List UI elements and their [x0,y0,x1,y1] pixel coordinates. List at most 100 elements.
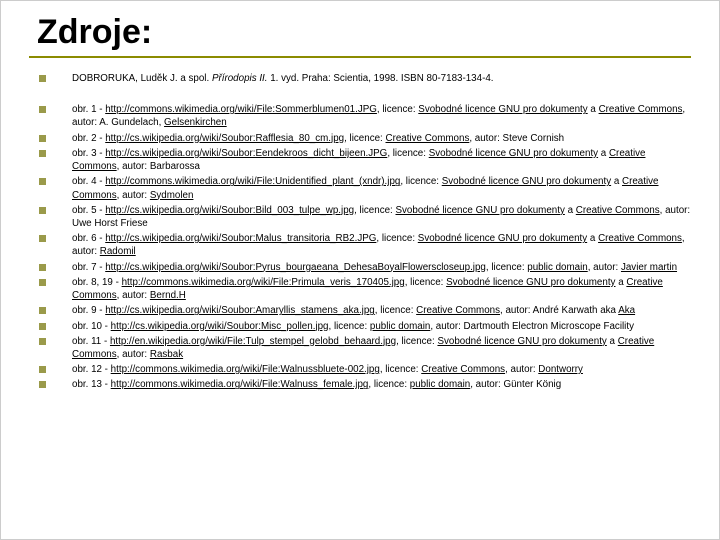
licence-and: a [588,104,599,115]
licence-link[interactable]: Svobodné licence GNU pro dokumenty [429,148,598,159]
source-url-link[interactable]: http://commons.wikimedia.org/wiki/File:S… [105,104,377,115]
bullet-icon [39,207,46,214]
bullet-icon [39,264,46,271]
bullet-icon [39,106,46,113]
licence-prefix: , licence: [377,104,418,115]
source-url-link[interactable]: http://cs.wikipedia.org/wiki/Soubor:Pyru… [105,262,486,273]
licence-link[interactable]: Svobodné licence GNU pro dokumenty [442,176,611,187]
source-item: obr. 3 - http://cs.wikipedia.org/wiki/So… [39,147,691,173]
licence-link[interactable]: Creative Commons [421,364,505,375]
licence-and: a [587,233,598,244]
source-url-link[interactable]: http://cs.wikipedia.org/wiki/Soubor:Malu… [105,233,376,244]
source-item: obr. 2 - http://cs.wikipedia.org/wiki/So… [39,132,691,145]
author-prefix: , autor: [117,190,150,201]
licence-prefix: , licence: [375,305,416,316]
source-url-link[interactable]: http://commons.wikimedia.org/wiki/File:W… [111,364,380,375]
author-link[interactable]: Aka [618,305,635,316]
licence-link[interactable]: public domain [370,321,430,332]
bullet-icon [39,338,46,345]
source-url-link[interactable]: http://cs.wikipedia.org/wiki/Soubor:Eend… [105,148,387,159]
author-prefix: , autor: André Karwath aka [500,305,618,316]
content-area: DOBRORUKA, Luděk J. a spol. Přírodopis I… [29,72,691,392]
source-url-link[interactable]: http://commons.wikimedia.org/wiki/File:W… [111,379,369,390]
source-text: obr. 6 - http://cs.wikipedia.org/wiki/So… [72,232,691,258]
bullet-icon [39,279,46,286]
source-url-link[interactable]: http://commons.wikimedia.org/wiki/File:P… [122,277,405,288]
source-url-link[interactable]: http://cs.wikipedia.org/wiki/Soubor:Amar… [105,305,375,316]
licence-prefix: , licence: [396,336,437,347]
source-prefix: obr. 9 - [72,305,105,316]
licence-link-2[interactable]: Creative Commons [599,104,683,115]
source-url-link[interactable]: http://cs.wikipedia.org/wiki/Soubor:Raff… [105,133,344,144]
bullet-icon [39,307,46,314]
author-link[interactable]: Dontworry [538,364,583,375]
source-prefix: obr. 10 - [72,321,111,332]
source-url-link[interactable]: http://cs.wikipedia.org/wiki/Soubor:Bild… [105,205,354,216]
source-item: obr. 10 - http://cs.wikipedia.org/wiki/S… [39,320,691,333]
licence-link[interactable]: Creative Commons [386,133,470,144]
licence-prefix: , licence: [376,233,417,244]
author-prefix: , autor: Dartmouth Electron Microscope F… [430,321,634,332]
licence-link-2[interactable]: Creative Commons [576,205,660,216]
source-prefix: obr. 13 - [72,379,111,390]
author-link[interactable]: Rasbak [150,349,183,360]
licence-and: a [607,336,618,347]
source-prefix: obr. 6 - [72,233,105,244]
licence-and: a [565,205,576,216]
source-item: obr. 8, 19 - http://commons.wikimedia.or… [39,276,691,302]
bullet-icon [39,178,46,185]
licence-prefix: , licence: [405,277,446,288]
source-prefix: obr. 8, 19 - [72,277,122,288]
licence-link[interactable]: public domain [527,262,587,273]
licence-prefix: , licence: [400,176,441,187]
licence-link[interactable]: Creative Commons [416,305,500,316]
source-text: obr. 10 - http://cs.wikipedia.org/wiki/S… [72,320,634,333]
licence-and: a [598,148,609,159]
author-link[interactable]: Gelsenkirchen [164,117,227,128]
source-text: obr. 13 - http://commons.wikimedia.org/w… [72,378,561,391]
source-url-link[interactable]: http://commons.wikimedia.org/wiki/File:U… [105,176,400,187]
source-prefix: obr. 4 - [72,176,105,187]
title-rule [29,56,691,58]
author-prefix: , autor: [505,364,538,375]
source-url-link[interactable]: http://cs.wikipedia.org/wiki/Soubor:Misc… [111,321,329,332]
author-link[interactable]: Radomil [100,246,136,257]
source-prefix: obr. 3 - [72,148,105,159]
licence-link[interactable]: Svobodné licence GNU pro dokumenty [446,277,615,288]
licence-prefix: , licence: [329,321,370,332]
source-text: obr. 12 - http://commons.wikimedia.org/w… [72,363,583,376]
licence-link-2[interactable]: Creative Commons [598,233,682,244]
source-url-link[interactable]: http://en.wikipedia.org/wiki/File:Tulp_s… [110,336,396,347]
author-prefix: , autor: [117,290,150,301]
licence-prefix: , licence: [380,364,421,375]
bullet-icon [39,235,46,242]
source-text: obr. 9 - http://cs.wikipedia.org/wiki/So… [72,304,635,317]
source-item: obr. 1 - http://commons.wikimedia.org/wi… [39,103,691,129]
author-link[interactable]: Javier martin [621,262,677,273]
source-item: obr. 13 - http://commons.wikimedia.org/w… [39,378,691,391]
licence-link[interactable]: Svobodné licence GNU pro dokumenty [396,205,565,216]
licence-and: a [615,277,626,288]
author-link[interactable]: Sydmolen [150,190,194,201]
licence-prefix: , licence: [368,379,409,390]
author-prefix: , autor: Günter König [470,379,561,390]
source-text: obr. 1 - http://commons.wikimedia.org/wi… [72,103,691,129]
source-prefix: obr. 11 - [72,336,110,347]
source-item: obr. 7 - http://cs.wikipedia.org/wiki/So… [39,261,691,274]
licence-link[interactable]: Svobodné licence GNU pro dokumenty [437,336,606,347]
source-item: obr. 4 - http://commons.wikimedia.org/wi… [39,175,691,201]
source-item: obr. 9 - http://cs.wikipedia.org/wiki/So… [39,304,691,317]
licence-prefix: , licence: [354,205,395,216]
citation-rest: 1. vyd. Praha: Scientia, 1998. ISBN 80-7… [268,73,494,84]
author-prefix: , autor: [117,349,150,360]
citation-item: DOBRORUKA, Luděk J. a spol. Přírodopis I… [39,72,691,85]
licence-and: a [611,176,622,187]
author-link[interactable]: Bernd.H [150,290,186,301]
source-text: obr. 8, 19 - http://commons.wikimedia.or… [72,276,691,302]
source-item: obr. 5 - http://cs.wikipedia.org/wiki/So… [39,204,691,230]
bullet-icon [39,150,46,157]
bullet-icon [39,323,46,330]
licence-link[interactable]: Svobodné licence GNU pro dokumenty [418,104,587,115]
licence-link[interactable]: public domain [410,379,470,390]
licence-link[interactable]: Svobodné licence GNU pro dokumenty [418,233,587,244]
